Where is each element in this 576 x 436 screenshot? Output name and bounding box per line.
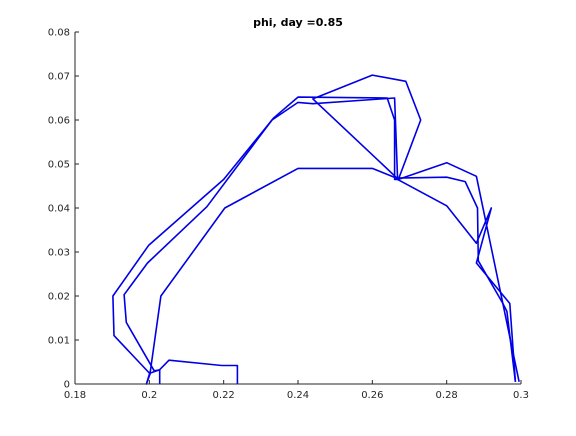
y-tick-label: 0.08	[48, 28, 70, 39]
chart-title: phi, day =0.85	[253, 16, 343, 29]
x-tick-label: 0.2	[141, 390, 157, 401]
series-line-2	[123, 97, 517, 384]
x-tick-label: 0.3	[513, 390, 529, 401]
x-tick-label: 0.18	[64, 390, 86, 401]
x-tick-label: 0.26	[361, 390, 383, 401]
y-tick-label: 0.05	[48, 160, 70, 171]
y-tick-label: 0.01	[48, 336, 70, 347]
x-tick-label: 0.22	[213, 390, 235, 401]
plot-area	[75, 32, 521, 384]
y-tick-label: 0.07	[48, 72, 70, 83]
series-line-1	[145, 167, 517, 385]
y-tick-label: 0.04	[48, 204, 70, 215]
series-layer	[112, 74, 520, 385]
x-tick-label: 0.24	[287, 390, 309, 401]
y-tick-label: 0	[64, 380, 70, 391]
series-line-3	[112, 74, 520, 382]
x-tick-label: 0.28	[436, 390, 458, 401]
x-ticks: 0.18 0.2 0.22 0.24 0.26 0.28 0.3	[64, 380, 529, 401]
y-tick-label: 0.02	[48, 292, 70, 303]
y-tick-label: 0.03	[48, 248, 70, 259]
y-tick-label: 0.06	[48, 116, 70, 127]
y-ticks: 0 0.01 0.02 0.03 0.04 0.05 0.06 0.07 0.08	[48, 28, 79, 391]
